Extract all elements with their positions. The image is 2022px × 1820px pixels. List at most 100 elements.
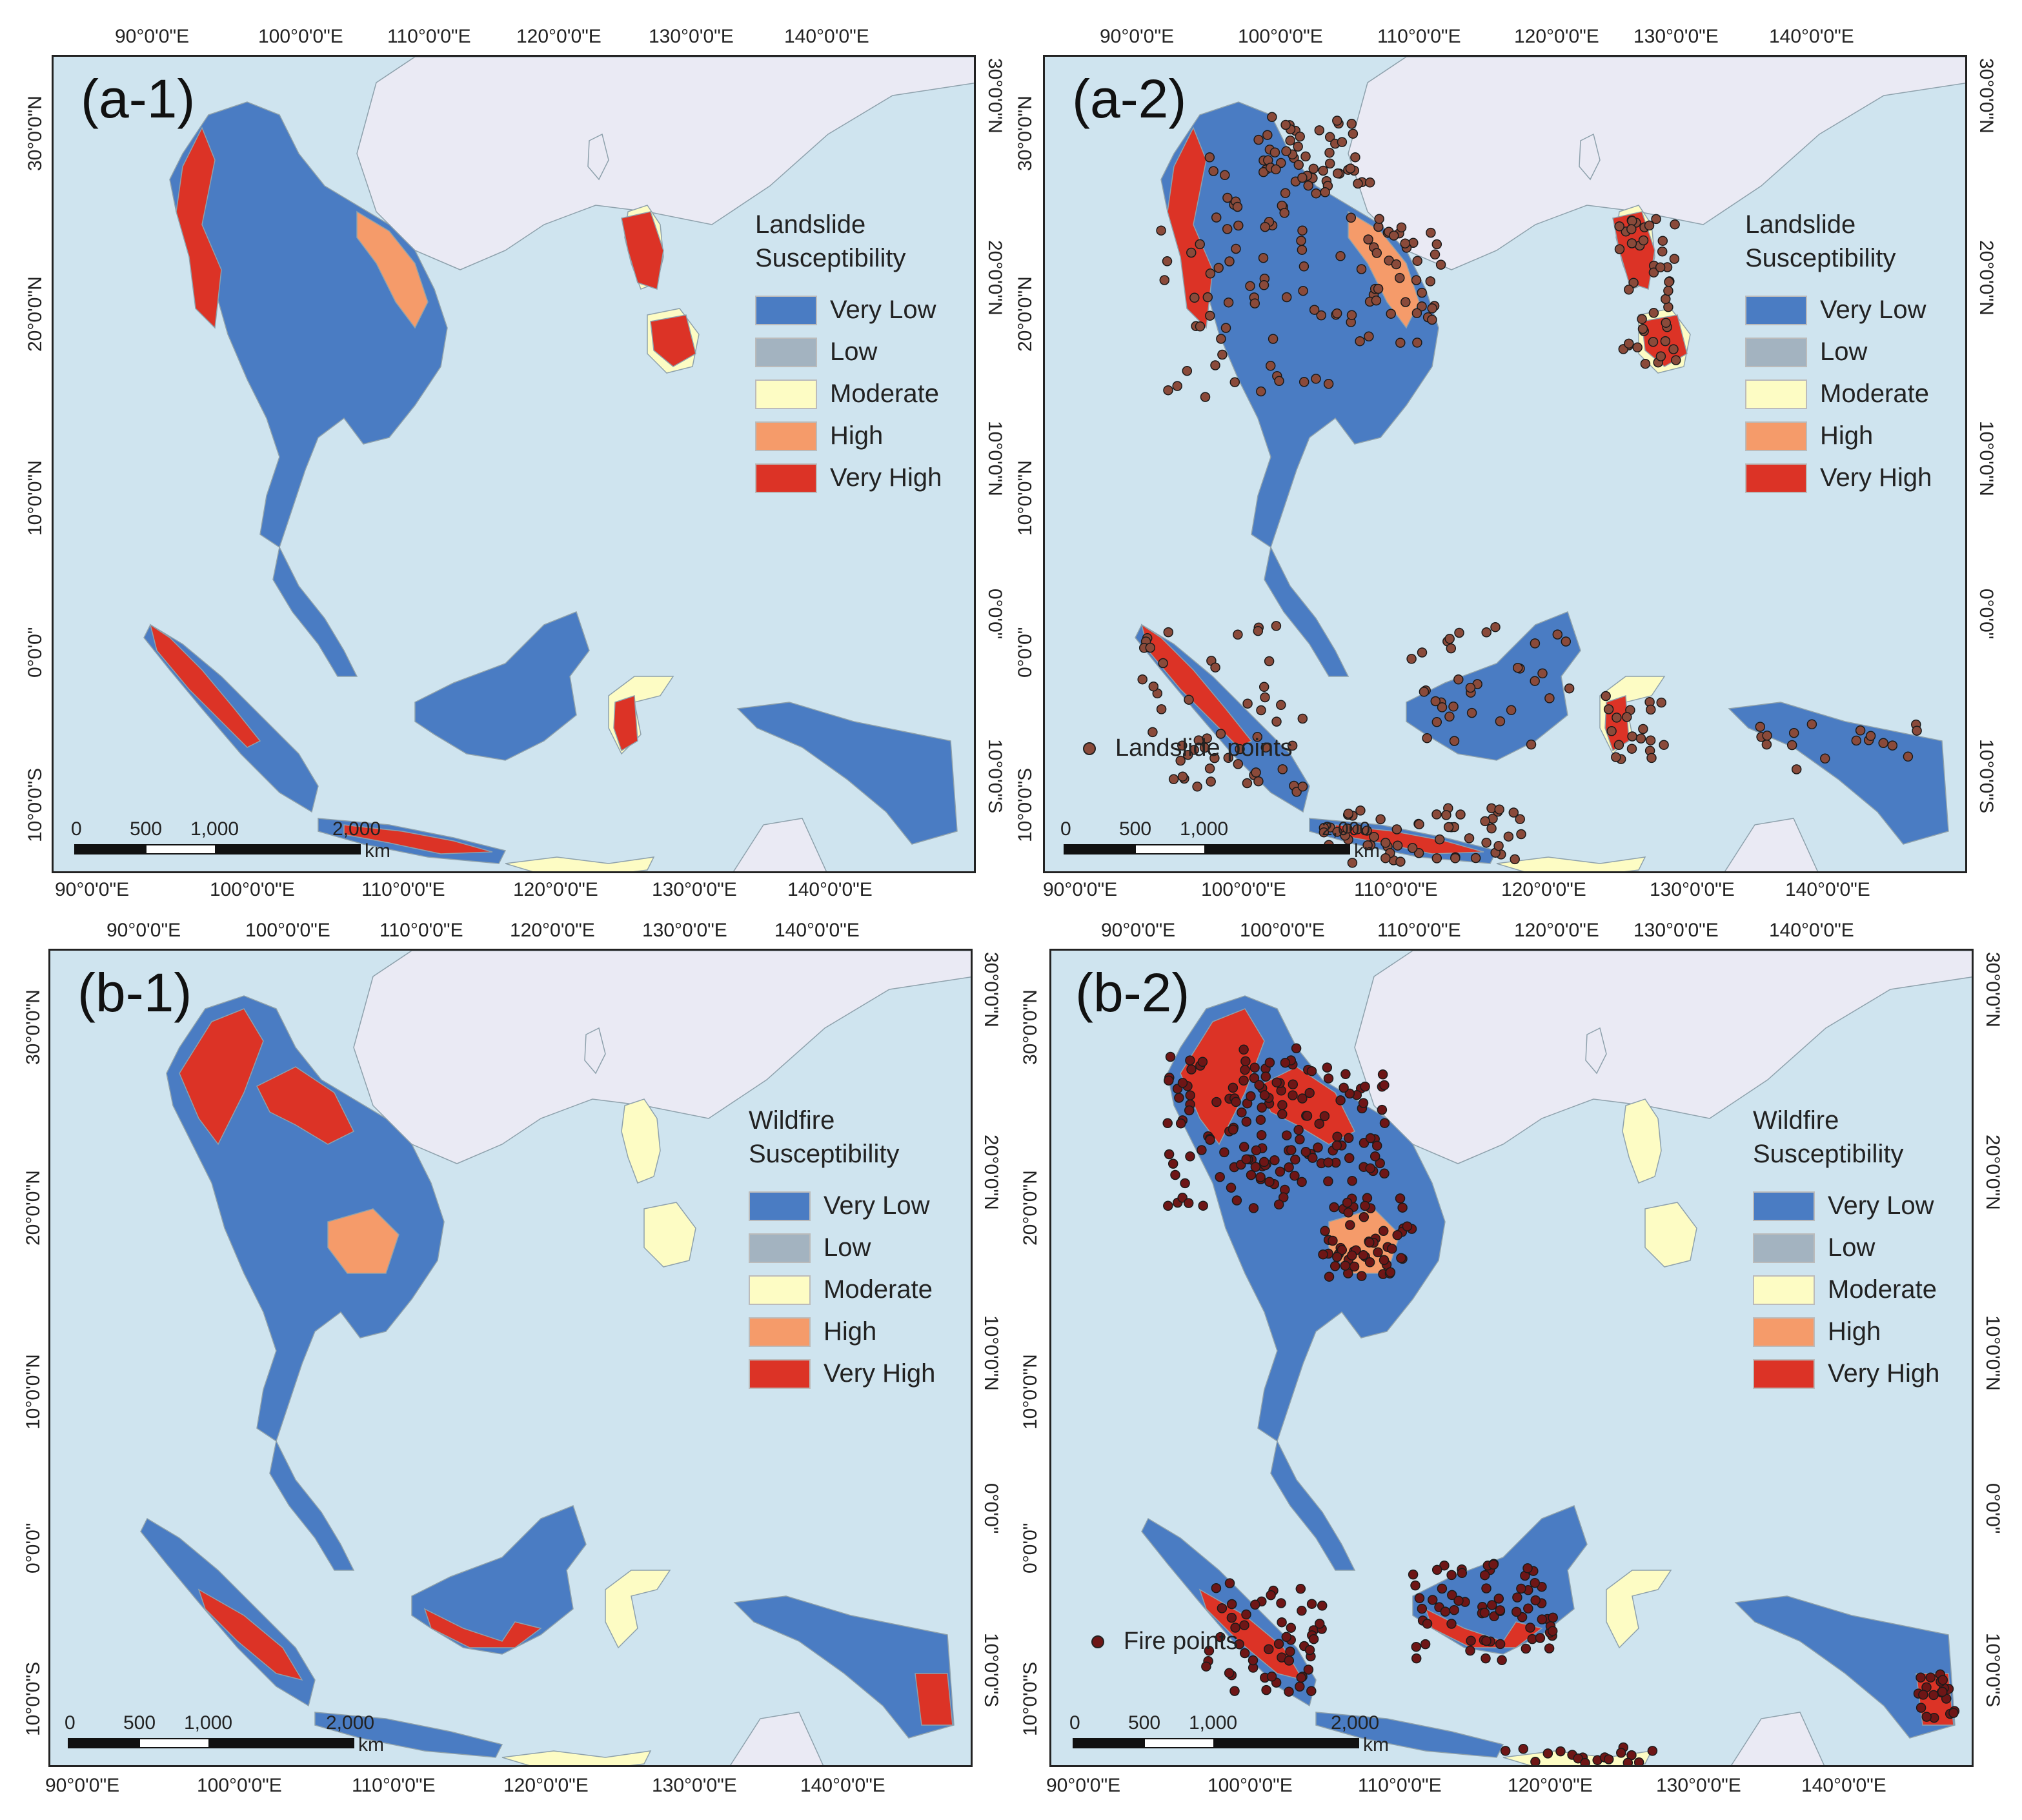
new-guinea <box>733 1595 955 1739</box>
landslide-point <box>1168 774 1179 785</box>
taiwan <box>587 133 609 181</box>
landslide-point <box>1865 731 1876 742</box>
fire-point <box>1918 1690 1928 1700</box>
lon-label-bottom: 120°0'0"E <box>1501 879 1586 900</box>
landslide-point <box>1281 146 1291 157</box>
fire-point <box>1296 1672 1306 1683</box>
java <box>314 1712 503 1758</box>
fire-point <box>1246 1091 1256 1102</box>
fire-point <box>1457 1568 1468 1579</box>
legend-label: Low <box>824 1233 871 1262</box>
fire-point <box>1342 1197 1353 1208</box>
fire-point <box>1414 1593 1425 1604</box>
landslide-point <box>1200 392 1211 402</box>
landslide-point <box>1308 163 1319 174</box>
landslide-point <box>1192 782 1202 792</box>
lon-label-bottom: 90°0'0"E <box>1043 879 1118 900</box>
lon-label-bottom: 100°0'0"E <box>210 879 295 900</box>
fire-point <box>1916 1703 1926 1713</box>
scale-tick: 1,000 <box>184 1712 233 1734</box>
panel-label: (b-1) <box>77 962 192 1023</box>
landslide-point <box>1755 722 1766 732</box>
landslide-point <box>1163 627 1174 638</box>
fire-point <box>1343 1208 1354 1218</box>
hotspot-sumatra-west <box>149 623 261 748</box>
lat-label-right: 10°0'0"S <box>1982 1633 2003 1708</box>
lat-label-right: 10°0'0"N <box>980 1315 1002 1391</box>
landslide-point <box>1454 627 1464 638</box>
landslide-point <box>1271 716 1282 727</box>
landslide-point <box>1369 831 1379 842</box>
landslide-point <box>1324 147 1335 158</box>
legend-title-line2: Susceptibility <box>1753 1140 1904 1168</box>
fire-point <box>1303 1664 1314 1675</box>
fire-point <box>1339 1082 1349 1093</box>
fire-point <box>1302 1111 1313 1121</box>
legend-title-line2: Susceptibility <box>755 244 906 272</box>
landslide-point <box>1260 742 1271 753</box>
landslide-point <box>1374 214 1384 224</box>
landslide-point <box>1430 249 1441 260</box>
landslide-point <box>1508 807 1519 818</box>
fire-point <box>1449 1604 1459 1615</box>
landslide-point <box>1211 212 1222 223</box>
fire-point <box>1410 1580 1420 1591</box>
fire-point <box>1286 1145 1297 1155</box>
landslide-point <box>1320 187 1330 197</box>
landslide-point <box>1400 297 1411 307</box>
legend-title-line1: Wildfire <box>749 1106 835 1135</box>
borneo <box>414 611 590 761</box>
lon-label-top: 110°0'0"E <box>379 920 463 941</box>
landslide-point <box>1346 119 1357 129</box>
lon-label-bottom: 110°0'0"E <box>1354 879 1438 900</box>
landslide-point <box>1145 642 1156 653</box>
fire-point <box>1205 1135 1215 1145</box>
landslide-point <box>1400 238 1410 248</box>
fire-point <box>1317 1601 1328 1611</box>
landslide-point <box>1249 298 1260 308</box>
landslide-point <box>1493 840 1504 851</box>
landslide-point <box>1375 814 1386 825</box>
landslide-point <box>1480 816 1490 827</box>
landslide-point <box>1184 694 1194 705</box>
fire-point <box>1948 1708 1959 1718</box>
landslide-point <box>1657 236 1668 246</box>
landslide-point <box>1411 275 1422 285</box>
fire-point <box>1180 1178 1190 1189</box>
lat-label-left: 10°0'0"S <box>1020 1661 1041 1736</box>
swatch-very-high <box>1745 463 1807 493</box>
map-canvas <box>143 57 974 871</box>
fire-point <box>1228 1124 1238 1135</box>
fire-point <box>1271 1077 1282 1087</box>
fire-point <box>1417 1603 1428 1614</box>
fire-point <box>1495 1639 1506 1650</box>
lon-label-top: 120°0'0"E <box>510 920 595 941</box>
legend-label: Very High <box>1828 1359 1940 1388</box>
map-panel-a-2: (a-2) Landslide Susceptibility Very Low … <box>1011 0 2022 904</box>
landslide-point <box>1444 634 1455 644</box>
landslide-point <box>1332 168 1343 179</box>
legend-label: Low <box>1820 338 1868 366</box>
swatch-low <box>749 1233 811 1263</box>
landslide-point <box>1552 629 1563 640</box>
lesser-sunda <box>1496 856 1646 871</box>
landslide-point <box>1446 643 1457 654</box>
landslide-point <box>1624 285 1634 295</box>
fire-point <box>1197 1057 1208 1067</box>
landslide-point <box>1422 733 1432 743</box>
fire-point <box>1184 1105 1195 1116</box>
landslide-point <box>1661 318 1672 328</box>
fire-point <box>1535 1633 1546 1643</box>
landslide-point <box>1426 227 1436 238</box>
landslide-point <box>1177 740 1188 751</box>
landslide-point <box>1265 361 1276 371</box>
fire-point <box>1422 1619 1433 1629</box>
landslide-point <box>1371 295 1382 306</box>
landslide-point <box>1269 147 1280 157</box>
landslide-point <box>1260 221 1270 232</box>
lat-label-left: 30°0'0"N <box>1015 96 1036 171</box>
lat-label-left: 20°0'0"N <box>1015 276 1036 352</box>
points-legend-label: Fire points <box>1124 1628 1238 1655</box>
landslide-point <box>1189 292 1200 303</box>
landslide-point <box>1280 188 1291 198</box>
